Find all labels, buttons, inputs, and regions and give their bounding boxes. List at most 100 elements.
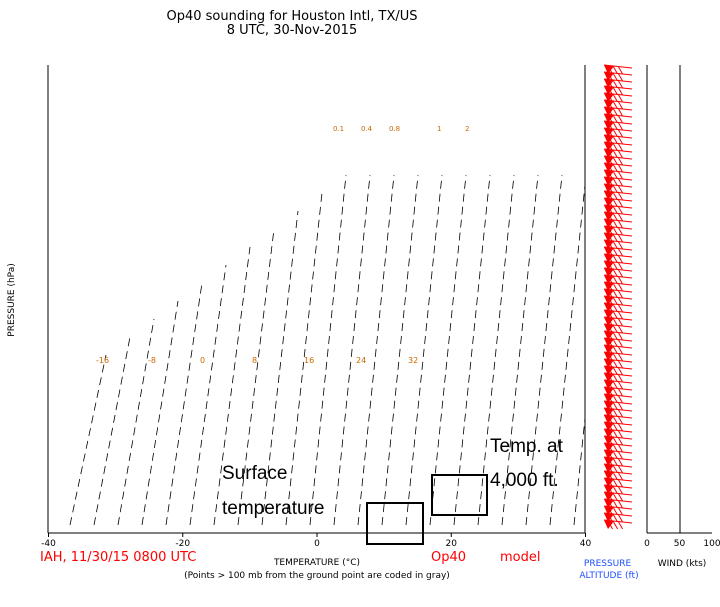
wind-barb — [603, 134, 633, 145]
mixing-ratio-line-13 — [381, 174, 419, 526]
wind-barb-feather — [612, 170, 619, 180]
wind-barb-flag — [604, 450, 614, 459]
wind-barb-feather — [617, 429, 624, 439]
wind-barb-feather — [617, 324, 624, 334]
wind-barb-flag — [604, 282, 614, 291]
wind-barb-feather — [612, 352, 619, 362]
wind-barb-flag — [604, 408, 614, 417]
wind-barb-feather — [612, 387, 619, 397]
wind-barb-feather — [612, 198, 619, 208]
wind-barb-feather — [617, 485, 624, 495]
wind-tick-label-50: 50 — [674, 539, 686, 549]
wind-barb — [603, 162, 633, 173]
wind-barb-feather — [612, 205, 619, 215]
wind-barb-feather — [612, 471, 619, 481]
wind-barb-feather — [617, 212, 624, 222]
wind-barb-feather — [617, 261, 624, 271]
wind-barb-feather — [617, 366, 624, 376]
wind-barb-flag — [604, 373, 614, 382]
wind-barb-flag — [604, 324, 614, 333]
wind-barb-flag — [604, 499, 614, 508]
wind-barb-flag — [604, 289, 614, 298]
wind-barb-feather — [617, 464, 624, 474]
wind-barb-feather — [617, 114, 624, 124]
wind-barb-flag — [604, 198, 614, 207]
wind-barb-feather — [617, 289, 624, 299]
wind-barb-feather — [617, 296, 624, 306]
wind-barb-flag — [604, 310, 614, 319]
wind-barb — [603, 85, 633, 96]
xtick-label--20: -20 — [175, 539, 190, 549]
wind-barb-feather — [612, 107, 619, 117]
mixing-ratio-label-4: 2 — [465, 125, 469, 133]
wind-barb-feather — [617, 422, 624, 432]
gray-points-note: (Points > 100 mb from the ground point a… — [184, 571, 450, 581]
wind-barb — [603, 316, 633, 327]
wind-barb-feather — [617, 226, 624, 236]
wind-barb-feather — [617, 520, 624, 530]
wind-barb — [603, 330, 633, 341]
wind-barb-feather — [612, 499, 619, 509]
wind-barb-flag — [604, 345, 614, 354]
wind-barb-flag — [604, 275, 614, 284]
wind-barb-feather — [617, 345, 624, 355]
wind-barb-feather — [617, 317, 624, 327]
wind-barb-flag — [604, 254, 614, 263]
wind-barb-feather — [612, 233, 619, 243]
wind-barb-flag — [604, 436, 614, 445]
wind-barb-feather — [612, 443, 619, 453]
wind-barb-flag — [604, 135, 614, 144]
model-word-label: model — [500, 550, 540, 565]
mixing-ratio-line-12 — [357, 174, 395, 526]
wind-barb — [603, 246, 633, 257]
wind-tick-label-100: 100 — [703, 539, 720, 549]
wind-barb-feather — [612, 359, 619, 369]
wind-barb-feather — [612, 310, 619, 320]
mixing-ratio-line-3 — [141, 300, 179, 526]
mixing-ratio-line-21 — [573, 414, 585, 526]
wind-barb-feather — [612, 450, 619, 460]
chart-title: Op40 sounding for Houston Intl, TX/US — [166, 9, 417, 24]
wind-barb-feather — [617, 93, 624, 103]
mixing-ratio-line-17 — [477, 174, 515, 526]
moist-label--16: -16 — [96, 356, 109, 365]
wind-barb — [603, 442, 633, 453]
wind-barb-feather — [617, 492, 624, 502]
wind-barb-flag — [604, 170, 614, 179]
mixing-ratio-line-11 — [333, 174, 371, 526]
wind-barb-flag — [604, 233, 614, 242]
wind-barb-flag — [604, 366, 614, 375]
wind-barb-flag — [604, 296, 614, 305]
wind-barb-feather — [612, 492, 619, 502]
wind-barb-feather — [617, 65, 624, 75]
wind-barb — [603, 106, 633, 117]
wind-barb-feather — [617, 135, 624, 145]
wind-barb — [603, 253, 633, 264]
wind-barb-feather — [617, 303, 624, 313]
wind-barb-feather — [612, 79, 619, 89]
wind-barb-feather — [612, 282, 619, 292]
temp-4000ft-box — [431, 474, 488, 516]
wind-barb-flag — [604, 100, 614, 109]
station-run-label: IAH, 11/30/15 0800 UTC — [40, 550, 196, 565]
xtick-label-0: 0 — [314, 539, 320, 549]
wind-barb-feather — [617, 219, 624, 229]
wind-barb-feather — [617, 254, 624, 264]
wind-barb-flag — [604, 163, 614, 172]
wind-barb-flag — [604, 156, 614, 165]
wind-barb-feather — [612, 226, 619, 236]
wind-barb-feather — [617, 247, 624, 257]
mixing-ratio-line-9 — [285, 192, 323, 526]
wind-barb-flag — [604, 226, 614, 235]
wind-barb-feather — [612, 219, 619, 229]
wind-barb-feather — [612, 436, 619, 446]
wind-barb-feather — [617, 373, 624, 383]
wind-barb-feather — [612, 429, 619, 439]
wind-barb-feather — [617, 436, 624, 446]
mixing-ratio-line-16 — [453, 174, 491, 526]
mixing-ratio-line-2 — [117, 318, 155, 526]
wind-barb — [603, 519, 633, 530]
wind-barb — [603, 477, 633, 488]
wind-barb-feather — [617, 198, 624, 208]
moist-adiabat-labels: -16 -8 0 8 16 24 32 — [96, 356, 418, 365]
